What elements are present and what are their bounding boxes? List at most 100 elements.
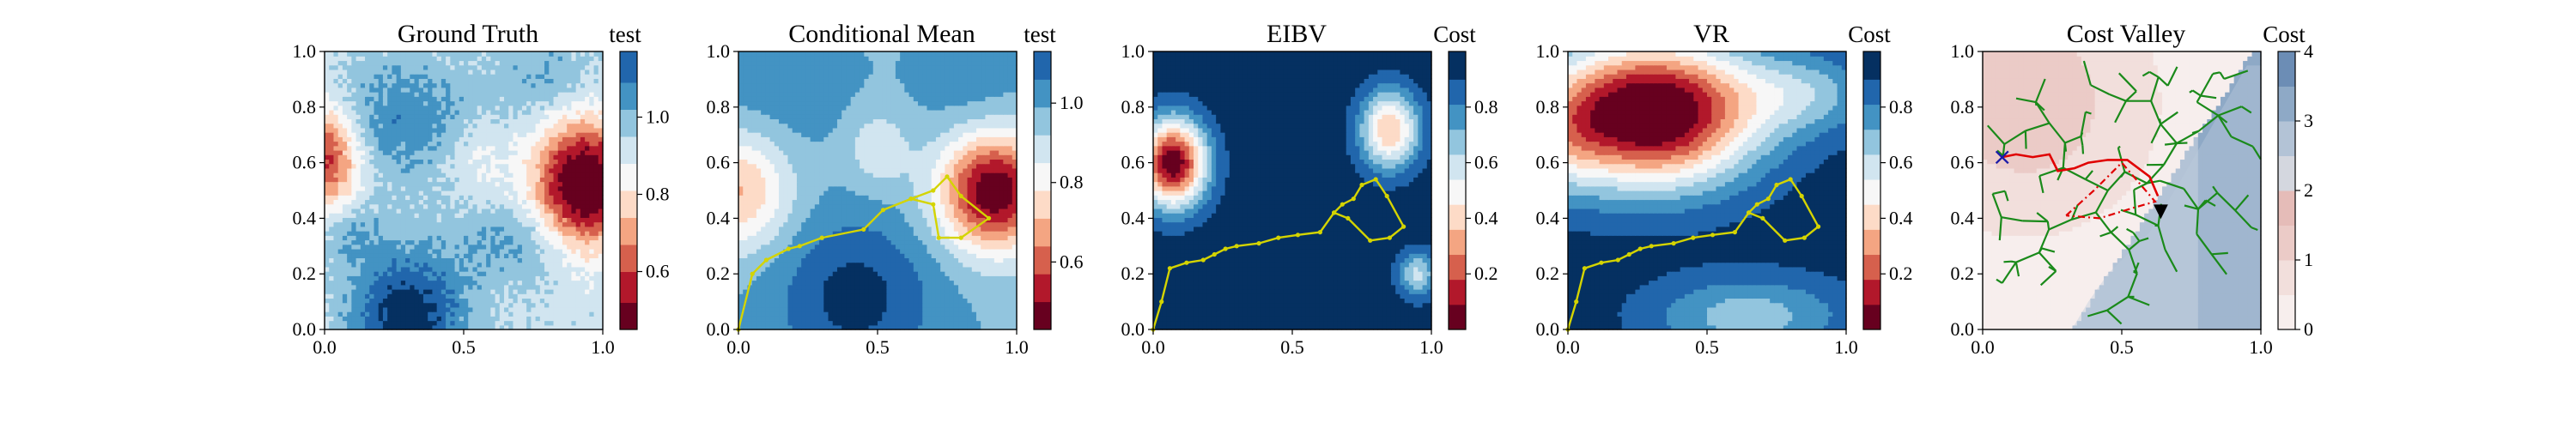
- heatmap-cell: [351, 235, 357, 241]
- heatmap-cell: [521, 226, 527, 232]
- heatmap-cell: [774, 293, 780, 299]
- heatmap-cell: [823, 262, 829, 268]
- heatmap-cell: [508, 163, 514, 169]
- heatmap-cell: [517, 167, 523, 173]
- heatmap-cell: [508, 262, 514, 268]
- heatmap-cell: [526, 87, 532, 93]
- heatmap-cell: [521, 159, 527, 165]
- heatmap-cell: [325, 271, 330, 276]
- y-tick-label: 0.2: [293, 263, 317, 284]
- heatmap-cell: [544, 248, 550, 254]
- heatmap-cell: [342, 262, 348, 268]
- heatmap-cell: [347, 208, 352, 214]
- heatmap-cell: [405, 185, 410, 191]
- heatmap-cell: [472, 280, 478, 286]
- heatmap-cell: [481, 213, 487, 218]
- heatmap-cell: [418, 199, 424, 205]
- heatmap-cell: [440, 284, 447, 290]
- heatmap-cell: [993, 302, 999, 308]
- heatmap-cell: [517, 316, 523, 322]
- heatmap-cell: [422, 100, 428, 106]
- heatmap-cell: [593, 145, 599, 151]
- heatmap-cell: [432, 145, 438, 151]
- heatmap-cell: [940, 284, 945, 290]
- heatmap-cell: [783, 311, 789, 317]
- heatmap-cell: [329, 100, 335, 106]
- heatmap-cell: [369, 82, 375, 88]
- heatmap-cell: [854, 257, 860, 263]
- heatmap-cell: [468, 60, 474, 66]
- heatmap-cell: [567, 221, 573, 227]
- heatmap-cell: [508, 92, 514, 97]
- heatmap-cell: [922, 257, 928, 263]
- heatmap-cell: [337, 172, 343, 178]
- heatmap-cell: [927, 320, 933, 326]
- heatmap-cell: [868, 288, 874, 294]
- heatmap-cell: [567, 185, 573, 191]
- heatmap-cell: [347, 195, 352, 201]
- heatmap-cell: [351, 51, 357, 57]
- heatmap-cell: [414, 320, 420, 326]
- heatmap-cell: [490, 177, 496, 183]
- heatmap-cell: [549, 51, 555, 57]
- heatmap-cell: [405, 82, 410, 88]
- heatmap-cell: [405, 159, 410, 165]
- heatmap-cell: [904, 248, 910, 254]
- heatmap-cell: [567, 145, 573, 151]
- heatmap-cell: [544, 288, 550, 294]
- heatmap-cell: [539, 284, 545, 290]
- heatmap-cell: [472, 239, 478, 245]
- heatmap-cell: [351, 56, 357, 62]
- heatmap-cell: [585, 87, 590, 93]
- heatmap-cell: [567, 51, 573, 57]
- heatmap-cell: [913, 262, 919, 268]
- heatmap-cell: [499, 195, 505, 201]
- heatmap-cell: [890, 271, 896, 276]
- heatmap-cell: [580, 114, 586, 119]
- heatmap-cell: [405, 177, 410, 183]
- heatmap-cell: [481, 96, 487, 102]
- heatmap-cell: [499, 293, 505, 299]
- heatmap-cell: [513, 96, 519, 102]
- heatmap-cell: [333, 235, 339, 241]
- heatmap-cell: [396, 167, 402, 173]
- heatmap-cell: [329, 280, 335, 286]
- heatmap-cell: [400, 114, 406, 119]
- heatmap-cell: [481, 163, 487, 169]
- heatmap-cell: [756, 284, 762, 290]
- heatmap-cell: [513, 64, 519, 70]
- heatmap-cell: [819, 302, 824, 308]
- heatmap-cell: [868, 248, 874, 254]
- heatmap-cell: [400, 221, 406, 227]
- heatmap-cell: [585, 64, 590, 70]
- heatmap-cell: [508, 311, 514, 317]
- heatmap-cell: [392, 87, 398, 93]
- heatmap-cell: [333, 226, 339, 232]
- heatmap-cell: [464, 123, 469, 129]
- heatmap-cell: [351, 262, 357, 268]
- heatmap-cell: [410, 306, 416, 312]
- heatmap-cell: [374, 190, 380, 196]
- heatmap-cell: [814, 257, 820, 263]
- heatmap-cell: [499, 159, 505, 165]
- heatmap-cell: [963, 302, 969, 308]
- heatmap-cell: [585, 149, 590, 155]
- heatmap-cell: [337, 208, 343, 214]
- heatmap-cell: [392, 284, 398, 290]
- heatmap-cell: [365, 213, 370, 218]
- heatmap-cell: [931, 266, 937, 272]
- heatmap-cell: [913, 302, 919, 308]
- heatmap-cell: [369, 262, 375, 268]
- heatmap-cell: [836, 280, 842, 286]
- heatmap-cell: [963, 324, 969, 330]
- heatmap-cell: [325, 82, 330, 88]
- heatmap-cell: [486, 177, 491, 183]
- heatmap-cell: [801, 284, 806, 290]
- heatmap-cell: [387, 69, 392, 75]
- heatmap-cell: [792, 280, 798, 286]
- heatmap-cell: [468, 284, 474, 290]
- heatmap-cell: [392, 69, 398, 75]
- heatmap-cell: [562, 208, 568, 214]
- heatmap-cell: [329, 195, 335, 201]
- heatmap-cell: [422, 190, 428, 196]
